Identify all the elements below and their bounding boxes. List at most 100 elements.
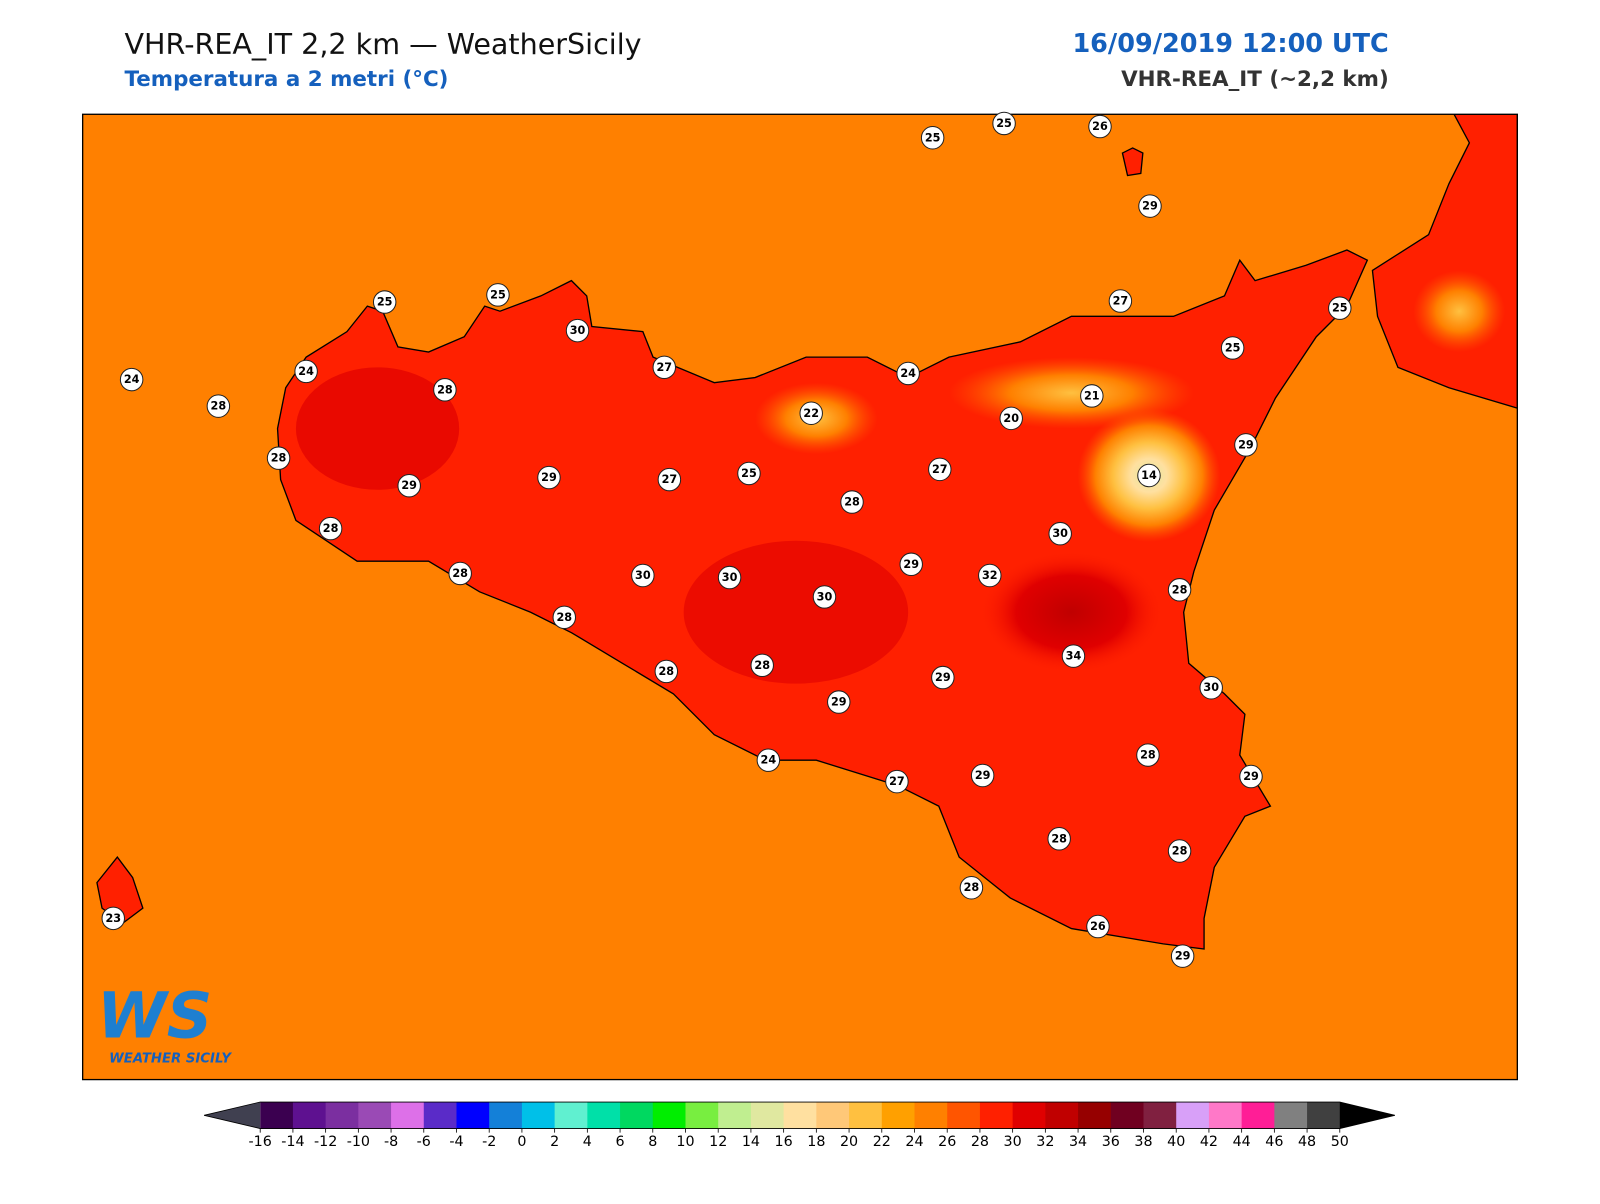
station-value: 26 [1090, 920, 1106, 933]
station-value: 29 [401, 479, 417, 492]
station-marker [1328, 296, 1352, 320]
station-marker [1088, 114, 1112, 139]
station: 29 [1138, 194, 1162, 218]
colorbar-under [204, 1102, 261, 1129]
colorbar-segment [685, 1102, 719, 1129]
station: 28 [1047, 827, 1071, 851]
colorbar: -16 -14 -12 -10 -8 -6 -4 -2 0 2 4 6 8 10 12 14 16 18 20 22 2… [203, 1101, 1395, 1150]
station-value: 28 [452, 567, 468, 580]
island [1121, 147, 1144, 177]
station: 28 [433, 378, 457, 402]
station-marker [999, 406, 1023, 431]
colorbar-segment [1274, 1102, 1308, 1129]
colorbar-segment [849, 1102, 883, 1129]
station-value: 27 [889, 775, 905, 788]
station-value: 25 [1332, 302, 1348, 315]
stations: 25 25 26 29 25 25 30 27 24 24 28 28 24 27 25 25 21 20 22 29… [101, 111, 1352, 968]
colorbar-segment [554, 1102, 588, 1129]
station-marker [119, 367, 144, 392]
calabria-cool [1413, 270, 1506, 353]
station-value: 29 [1142, 200, 1158, 213]
station-marker [1061, 644, 1086, 668]
colorbar-tick-label: 18 [807, 1134, 825, 1150]
station: 34 [1061, 644, 1086, 668]
station: 20 [999, 406, 1023, 431]
station: 28 [1136, 743, 1160, 767]
station-value: 25 [490, 288, 506, 301]
station-value: 24 [298, 365, 314, 378]
station-marker [654, 659, 679, 684]
station-value: 30 [1052, 527, 1068, 540]
station-value: 26 [1092, 120, 1108, 133]
station-value: 27 [662, 473, 678, 486]
content: VHR-REA_IT 2,2 km — WeatherSicily Temper… [81, 27, 1518, 1150]
station: 28 [750, 653, 774, 678]
colorbar-segment [1307, 1102, 1341, 1129]
colorbar-segment [423, 1102, 458, 1129]
station-marker [896, 361, 920, 386]
station: 30 [565, 318, 590, 343]
station-marker [978, 563, 1002, 588]
station: 25 [486, 283, 510, 307]
colorbar-tick-label: 0 [517, 1134, 526, 1150]
logo: WS WEATHER SICILY [97, 978, 232, 1066]
station-marker [372, 290, 397, 314]
station-marker [885, 769, 909, 794]
station-value: 27 [656, 361, 672, 374]
station: 21 [1080, 384, 1104, 408]
station: 30 [631, 563, 655, 588]
colorbar-tick-label: 22 [873, 1134, 891, 1150]
colorbar-segment [521, 1102, 556, 1129]
station-marker [1136, 743, 1160, 767]
station-marker [206, 394, 231, 418]
station-marker [899, 552, 923, 577]
station: 30 [812, 585, 837, 609]
station-marker [1220, 336, 1245, 360]
station: 29 [1234, 433, 1258, 457]
colorbar-segment [914, 1102, 948, 1129]
colorbar-over [1339, 1102, 1395, 1129]
colorbar-segment [260, 1102, 294, 1129]
station: 28 [448, 561, 472, 586]
station: 14 [1137, 463, 1161, 488]
station-value: 22 [803, 407, 819, 420]
station-value: 29 [831, 696, 847, 709]
station: 29 [1239, 764, 1263, 789]
station-value: 29 [541, 471, 557, 484]
station-marker [920, 126, 945, 150]
colorbar-tick-label: 6 [616, 1134, 625, 1150]
colorbar-segment [1012, 1102, 1046, 1129]
station: 28 [654, 659, 679, 684]
station-marker [1108, 289, 1133, 313]
station-value: 29 [975, 769, 991, 782]
station: 24 [294, 359, 318, 384]
station-value: 24 [761, 754, 777, 767]
date: 16/09/2019 12:00 UTC [1072, 29, 1388, 59]
station: 28 [1167, 578, 1192, 602]
colorbar-segment [652, 1102, 687, 1129]
colorbar-tick-label: -2 [482, 1134, 496, 1150]
colorbar-segment [391, 1102, 425, 1129]
station-marker [992, 111, 1016, 136]
station-marker [318, 516, 343, 541]
colorbar-tick-label: 28 [971, 1134, 989, 1150]
station: 29 [899, 552, 923, 577]
station-value: 28 [323, 522, 339, 535]
station-marker [931, 665, 955, 690]
station-marker [266, 446, 291, 470]
colorbar-tick-label: 26 [938, 1134, 956, 1150]
station-marker [1048, 521, 1072, 546]
station-value: 28 [844, 496, 860, 509]
station-marker [737, 461, 761, 486]
colorbar-tick-label: 50 [1331, 1134, 1349, 1150]
colorbar-tick-label: 8 [648, 1134, 657, 1150]
station-marker [928, 457, 952, 482]
colorbar-tick-label: 4 [583, 1134, 592, 1150]
station-value: 27 [932, 463, 948, 476]
station-value: 28 [211, 400, 227, 413]
station-value: 20 [1003, 412, 1019, 425]
station-marker [652, 355, 677, 380]
colorbar-segment [979, 1102, 1014, 1129]
